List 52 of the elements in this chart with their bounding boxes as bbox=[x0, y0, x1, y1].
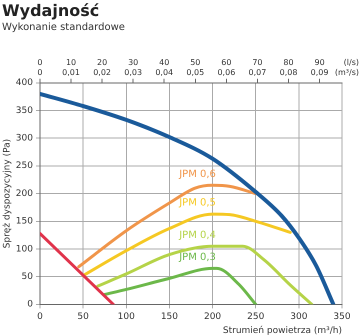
x2-tick-label: 80 bbox=[283, 58, 294, 68]
text: 0,08 bbox=[280, 68, 298, 77]
x2-tick-label: 20 bbox=[97, 58, 108, 68]
y-tick-label: 300 bbox=[16, 134, 34, 144]
text: 0,07 bbox=[248, 68, 266, 77]
x2-tick-label: 60 bbox=[221, 58, 232, 68]
y-tick-label: 150 bbox=[16, 216, 34, 227]
x-tick-label: 0 bbox=[37, 312, 44, 322]
y-tick-label: 400 bbox=[16, 78, 34, 88]
x2-tick-label: 70 bbox=[252, 58, 263, 68]
series-label: JPM 0,6 bbox=[178, 168, 216, 180]
line-series bbox=[82, 212, 292, 278]
line-series bbox=[77, 184, 258, 268]
text: 0,06 bbox=[217, 68, 236, 77]
x-tick-label: 150 bbox=[160, 312, 178, 322]
line-series bbox=[103, 266, 258, 304]
x2-tick-label: 90 bbox=[314, 58, 325, 68]
chart-title: Wydajność bbox=[2, 0, 100, 20]
y-tick-label: 50 bbox=[22, 272, 34, 282]
x2-tick-label: 50 bbox=[190, 58, 200, 68]
y-tick-label: 250 bbox=[16, 161, 34, 172]
text: (m³/s) bbox=[334, 68, 359, 77]
x2-tick-label: 10 bbox=[66, 58, 76, 68]
series-label: JPM 0,5 bbox=[178, 198, 216, 209]
series-label: JPM 0,3 bbox=[178, 252, 216, 263]
text: 0,01 bbox=[62, 68, 80, 77]
x-axis-title: Strumień powietrza (m³/h) bbox=[222, 324, 342, 336]
text: 0 bbox=[37, 68, 43, 77]
series-label: JPM 0,4 bbox=[178, 230, 216, 241]
y-axis-title: Spręż dyspozycyjny (Pa) bbox=[2, 138, 13, 248]
text: 0,09 bbox=[310, 68, 328, 77]
text: 0,02 bbox=[93, 68, 112, 77]
y-tick-label: 350 bbox=[16, 106, 34, 116]
text: 0,05 bbox=[186, 68, 204, 77]
x2-tick-label: 30 bbox=[128, 58, 138, 68]
line-series bbox=[40, 92, 336, 304]
y-tick-label: 100 bbox=[16, 244, 34, 254]
line-series bbox=[96, 244, 314, 304]
x-tick-label: 100 bbox=[118, 312, 136, 322]
y-tick-label: 200 bbox=[16, 188, 34, 199]
x-tick-label: 50 bbox=[77, 312, 90, 322]
x-tick-label: 300 bbox=[290, 312, 308, 322]
x2-tick-label: 40 bbox=[159, 58, 170, 68]
x-tick-label: 350 bbox=[333, 312, 351, 322]
text: 0,03 bbox=[124, 68, 142, 77]
x-tick-label: 250 bbox=[247, 312, 265, 322]
y-tick-label: 0 bbox=[27, 300, 34, 310]
x-tick-label: 200 bbox=[204, 312, 222, 322]
text: 0,04 bbox=[155, 68, 174, 77]
chart-subtitle: Wykonanie standardowe bbox=[2, 22, 125, 33]
x2-tick-label: 0 bbox=[37, 58, 43, 68]
x2-axis-title: (l/s) bbox=[344, 58, 359, 67]
